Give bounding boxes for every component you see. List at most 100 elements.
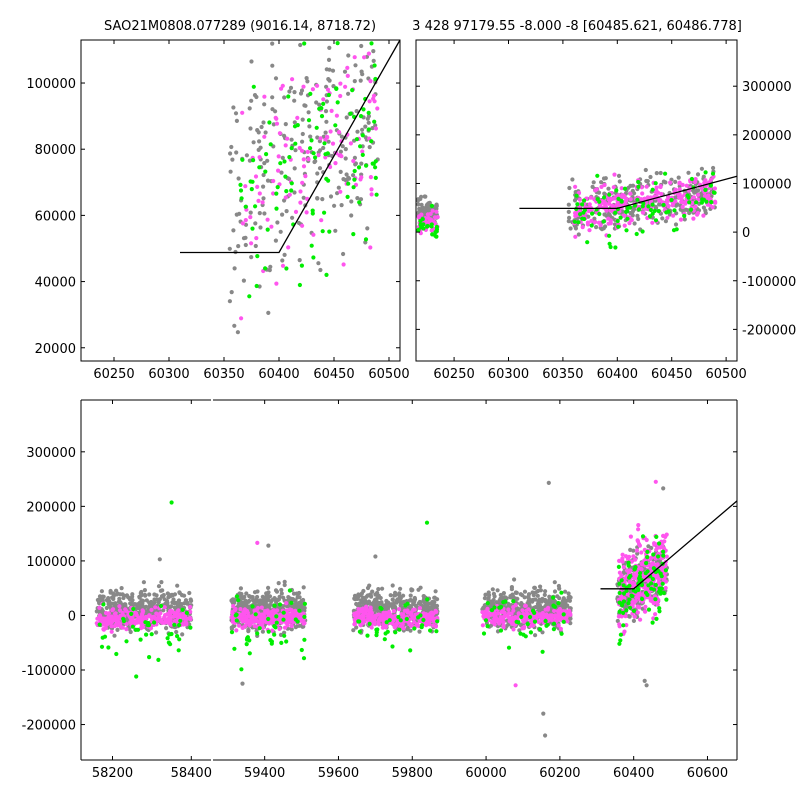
data-point	[317, 106, 322, 111]
data-point	[663, 585, 668, 591]
data-point	[687, 200, 692, 205]
data-point	[282, 630, 287, 635]
data-point	[358, 114, 364, 119]
x-tick-label: 60450	[651, 367, 692, 382]
data-point	[632, 221, 637, 226]
data-point	[263, 169, 268, 174]
data-point	[230, 616, 235, 621]
data-point	[621, 623, 626, 628]
data-point	[284, 601, 289, 606]
data-point	[657, 541, 662, 546]
y-tick-label: -100000	[22, 664, 76, 679]
data-point	[280, 155, 285, 160]
data-point	[631, 608, 637, 614]
data-point	[305, 79, 310, 84]
data-point	[643, 167, 648, 173]
data-point	[343, 156, 348, 161]
data-point	[658, 184, 663, 189]
data-point	[285, 136, 290, 141]
data-point	[234, 628, 239, 633]
data-point	[401, 626, 406, 631]
data-point	[546, 480, 551, 485]
data-point	[614, 202, 619, 207]
data-point	[257, 211, 262, 216]
data-point	[573, 211, 578, 216]
data-point	[264, 152, 269, 157]
data-point	[241, 278, 246, 283]
data-point	[298, 200, 303, 205]
data-point	[556, 623, 561, 628]
data-point	[691, 195, 697, 200]
data-point	[650, 220, 655, 225]
data-point	[297, 282, 302, 288]
data-point	[266, 543, 271, 548]
data-point	[243, 218, 248, 223]
data-point	[180, 632, 185, 637]
data-point	[645, 592, 650, 598]
x-tick-label: 60250	[93, 367, 134, 382]
data-point	[335, 191, 340, 196]
data-point	[308, 134, 313, 139]
data-point	[551, 621, 557, 626]
data-point	[379, 606, 384, 611]
data-point	[654, 185, 659, 190]
data-point	[321, 134, 326, 139]
data-point	[644, 683, 649, 688]
data-point	[295, 595, 300, 600]
data-point	[434, 629, 439, 634]
data-point	[246, 619, 251, 625]
data-point	[249, 241, 254, 246]
panel-top-left-model-line	[180, 39, 401, 254]
data-point	[544, 612, 549, 617]
data-point	[418, 196, 423, 202]
data-point	[617, 624, 622, 629]
data-point	[699, 200, 705, 205]
data-point	[97, 594, 103, 599]
data-point	[262, 134, 267, 139]
data-point	[254, 94, 259, 100]
data-point	[357, 619, 362, 624]
data-point	[359, 69, 364, 74]
data-point	[240, 110, 245, 115]
data-point	[292, 98, 297, 103]
data-point	[629, 211, 635, 216]
x-tick-label: 60300	[488, 367, 529, 382]
data-point	[274, 614, 279, 619]
data-point	[172, 622, 177, 627]
data-point	[573, 184, 578, 189]
data-point	[650, 599, 655, 604]
data-point	[711, 190, 716, 195]
data-point	[282, 159, 287, 164]
data-point	[338, 93, 343, 99]
data-point	[368, 605, 373, 610]
data-point	[671, 201, 676, 206]
data-point	[145, 620, 151, 626]
data-point	[237, 623, 242, 628]
data-point	[398, 596, 403, 601]
data-point	[423, 621, 428, 627]
data-point	[270, 107, 275, 112]
data-point	[267, 594, 273, 599]
data-point	[373, 165, 378, 170]
data-point	[230, 610, 235, 615]
data-point	[640, 229, 645, 234]
data-point	[281, 610, 286, 615]
data-point	[355, 614, 360, 619]
y-tick-label: 60000	[35, 209, 76, 224]
data-point	[508, 594, 514, 599]
data-point	[639, 550, 644, 555]
x-tick-label: 60500	[368, 367, 409, 382]
data-point	[277, 594, 282, 600]
data-point	[433, 603, 438, 608]
data-point	[345, 65, 350, 70]
data-point	[590, 211, 595, 216]
data-point	[118, 624, 123, 629]
data-point	[492, 605, 497, 610]
data-point	[257, 191, 262, 196]
data-point	[577, 197, 583, 202]
data-point	[339, 134, 344, 139]
data-point	[653, 181, 658, 186]
data-point	[540, 649, 545, 654]
data-point	[535, 593, 540, 598]
data-point	[177, 622, 182, 628]
